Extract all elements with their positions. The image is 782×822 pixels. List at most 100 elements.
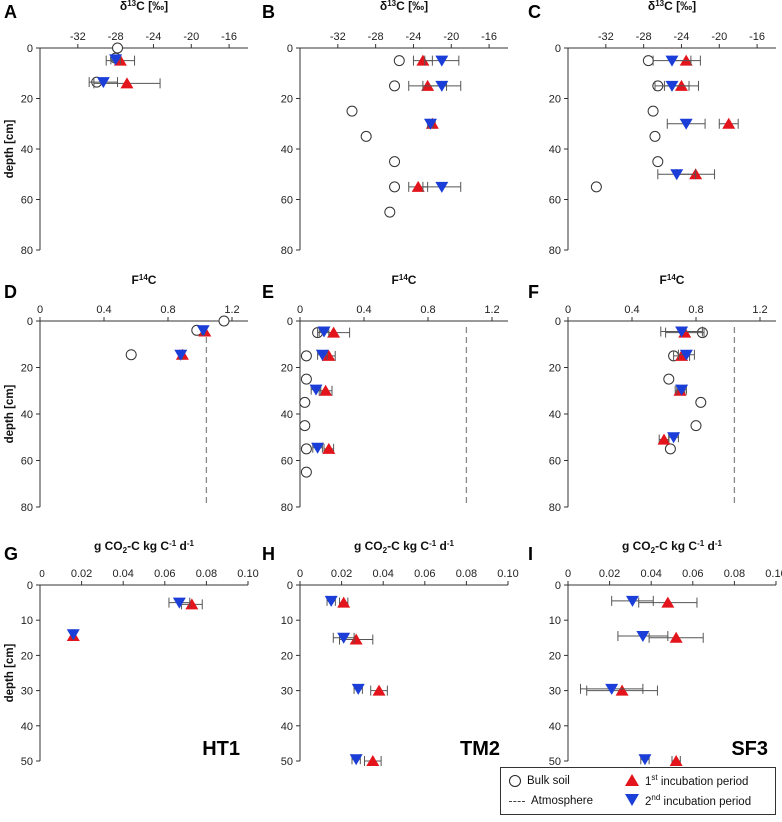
bulk-soil-point-B bbox=[393, 55, 405, 67]
x-tick-label-A: -16 bbox=[221, 31, 237, 43]
bulk-soil-point-F bbox=[695, 396, 707, 408]
y-tick-label-I: 0 bbox=[555, 580, 561, 592]
bulk-soil-point-D bbox=[125, 349, 137, 361]
incubation1-point-I bbox=[615, 684, 629, 696]
incubation2-point-B bbox=[423, 118, 437, 130]
incubation2-point-F bbox=[679, 349, 693, 361]
bulk-soil-point-F bbox=[690, 420, 702, 432]
panel-title-F: F14C bbox=[660, 273, 685, 287]
bulk-soil-point-C bbox=[590, 181, 602, 193]
incubation2-point-H bbox=[324, 595, 338, 607]
x-tick-label-A: -24 bbox=[146, 31, 162, 43]
y-tick-label-B: 60 bbox=[281, 195, 293, 207]
bulk-soil-point-C bbox=[649, 130, 661, 142]
panel-title-B: δ13C [‰] bbox=[380, 0, 428, 13]
y-tick-label-D: 40 bbox=[21, 409, 33, 421]
y-tick-label-F: 60 bbox=[549, 456, 561, 468]
x-tick-label-zero-G: 0 bbox=[39, 569, 45, 580]
incubation1-point-B bbox=[416, 54, 430, 66]
incubation2-point-F bbox=[675, 326, 689, 338]
bulk-soil-point-B bbox=[389, 80, 401, 92]
incubation2-point-H bbox=[351, 683, 365, 695]
y-tick-label-H: 50 bbox=[281, 756, 293, 768]
incubation2-point-E bbox=[309, 384, 323, 396]
incubation1-point-B bbox=[411, 180, 425, 192]
incubation2-point-I bbox=[625, 595, 639, 607]
incubation2-point-D bbox=[196, 325, 210, 337]
y-tick-label-D: 60 bbox=[21, 456, 33, 468]
panel-title-H: g CO2-C kg C-1 d-1 bbox=[354, 539, 455, 555]
bulk-soil-point-F bbox=[664, 443, 676, 455]
x-tick-label-F: 0.4 bbox=[624, 304, 639, 316]
bulk-soil-point-B bbox=[346, 105, 358, 117]
incubation1-point-I bbox=[661, 596, 675, 608]
x-tick-label-I: 0.04 bbox=[640, 568, 661, 580]
incubation2-point-G bbox=[66, 629, 80, 641]
x-tick-label-G: 0.08 bbox=[196, 568, 217, 580]
incubation2-point-E bbox=[311, 442, 325, 454]
y-tick-label-I: 40 bbox=[549, 721, 561, 733]
site-label-G: HT1 bbox=[202, 738, 240, 760]
bulk-soil-point-B bbox=[384, 206, 396, 218]
panel-label-F: F bbox=[528, 282, 539, 302]
x-tick-label-E: 0.4 bbox=[356, 304, 371, 316]
incubation2-point-B bbox=[435, 55, 449, 67]
x-tick-label-C: -28 bbox=[636, 31, 652, 43]
y-tick-label-D: 0 bbox=[27, 316, 33, 328]
incubation1-point-G bbox=[185, 598, 199, 610]
legend: Bulk soil Atmosphere 1st incubation peri… bbox=[500, 767, 776, 815]
legend-item-incubation-1: 1st incubation period bbox=[625, 773, 748, 788]
x-tick-label-I: 0.08 bbox=[724, 568, 745, 580]
incubation2-point-F bbox=[667, 432, 681, 444]
y-tick-label-F: 80 bbox=[549, 502, 561, 514]
panel-E: E F14C 0 0.4 0.8 1.2 0 20 40 60 80 bbox=[262, 273, 508, 514]
incubation2-point-C bbox=[665, 80, 679, 92]
y-axis-label-G: depth [cm] bbox=[4, 643, 16, 702]
incubation2-point-C bbox=[665, 55, 679, 67]
bulk-soil-point-D bbox=[218, 315, 230, 327]
y-tick-label-G: 50 bbox=[21, 756, 33, 768]
x-tick-label-B: -16 bbox=[481, 31, 497, 43]
panel-D: D F14C 0 0.4 0.8 1.2 0 20 40 60 80 depth [cm] bbox=[4, 273, 248, 514]
x-tick-label-D: 0 bbox=[37, 304, 43, 316]
bulk-soil-point-E bbox=[300, 466, 312, 478]
incubation2-point-E bbox=[317, 326, 331, 338]
y-tick-label-H: 20 bbox=[281, 650, 293, 662]
panel-label-H: H bbox=[262, 544, 275, 564]
bulk-soil-point-A bbox=[112, 42, 124, 54]
incubation2-point-H bbox=[337, 632, 351, 644]
x-tick-label-I: 0 bbox=[565, 568, 571, 580]
panel-label-I: I bbox=[528, 544, 533, 564]
x-tick-label-A: -32 bbox=[70, 31, 86, 43]
incubation1-point-H bbox=[372, 684, 386, 696]
y-tick-label-A: 20 bbox=[21, 94, 33, 106]
panel-F: F F14C 0 0.4 0.8 1.2 0 20 40 60 80 bbox=[528, 273, 776, 514]
incubation1-point-F bbox=[657, 433, 671, 445]
bulk-soil-point-C bbox=[652, 156, 664, 168]
y-tick-label-G: 0 bbox=[27, 580, 33, 592]
x-tick-label-H: 0.08 bbox=[456, 568, 477, 580]
incubation1-point-E bbox=[319, 384, 333, 396]
x-tick-label-B: -32 bbox=[330, 31, 346, 43]
y-tick-label-B: 40 bbox=[281, 144, 293, 156]
incubation1-point-E bbox=[327, 326, 341, 338]
panel-label-G: G bbox=[4, 544, 18, 564]
x-tick-label-B: -20 bbox=[443, 31, 459, 43]
y-tick-label-A: 60 bbox=[21, 195, 33, 207]
incubation2-point-F bbox=[675, 384, 689, 396]
panel-label-A: A bbox=[4, 2, 17, 22]
incubation2-point-I bbox=[636, 631, 650, 643]
panel-label-C: C bbox=[528, 2, 541, 22]
panel-title-E: F14C bbox=[392, 273, 417, 287]
x-tick-label-F: 1.2 bbox=[752, 304, 767, 316]
bulk-soil-point-B bbox=[360, 130, 372, 142]
x-tick-label-C: -32 bbox=[598, 31, 614, 43]
y-tick-label-G: 20 bbox=[21, 650, 33, 662]
y-tick-label-E: 0 bbox=[287, 316, 293, 328]
bulk-soil-point-E bbox=[300, 443, 312, 455]
y-tick-label-A: 40 bbox=[21, 144, 33, 156]
incubation1-point-H bbox=[349, 633, 363, 645]
panel-title-I: g CO2-C kg C-1 d-1 bbox=[622, 539, 723, 555]
